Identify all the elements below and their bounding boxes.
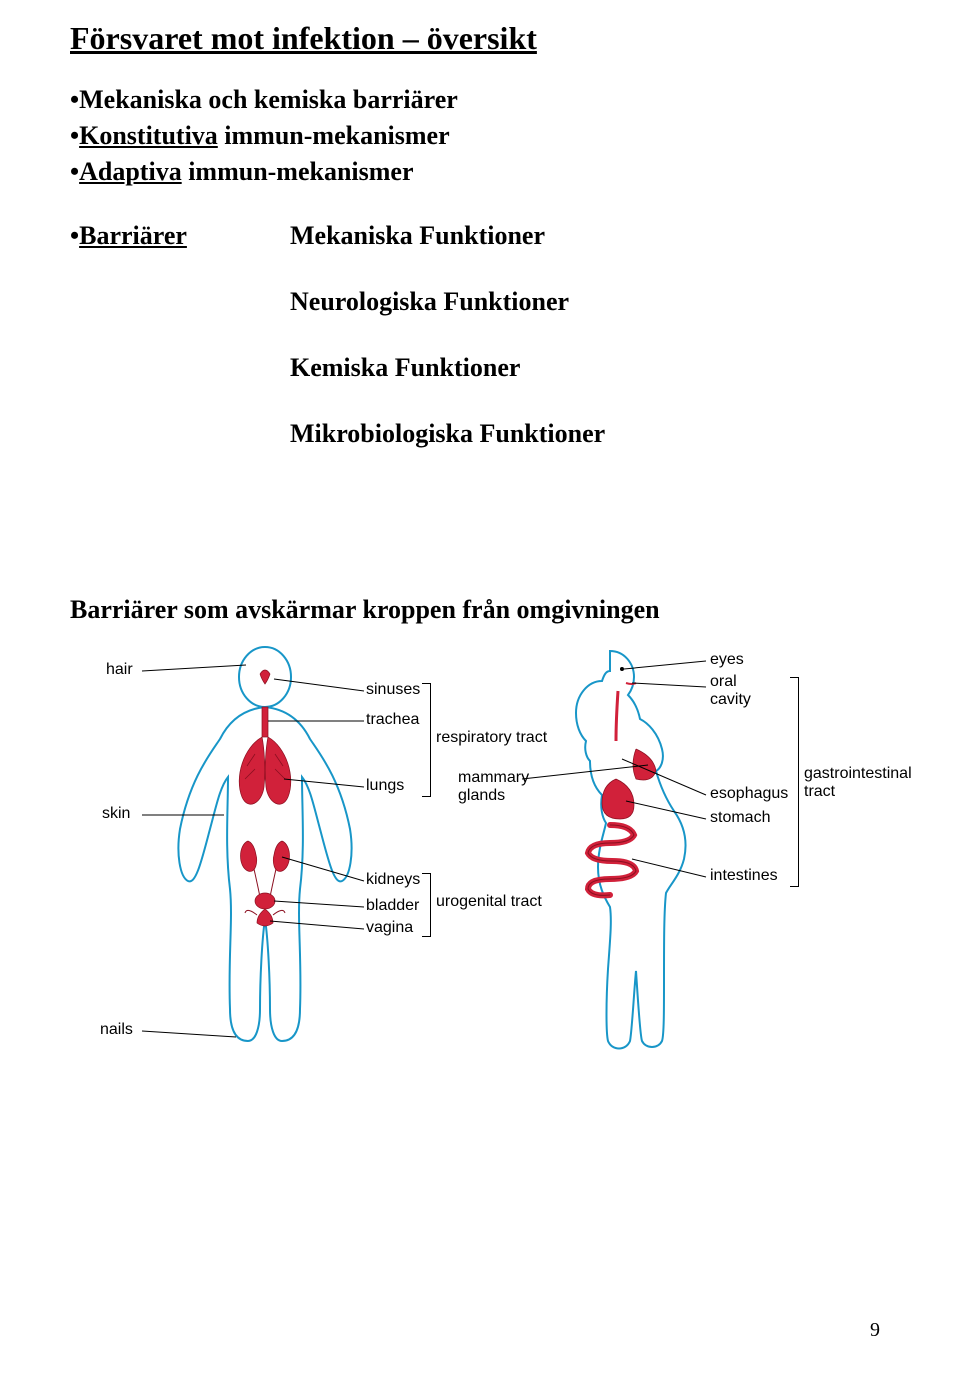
bullet-3: •Adaptiva immun-mekanismer xyxy=(70,157,890,187)
label-bladder: bladder xyxy=(366,897,419,915)
func-neurological: Neurologiska Funktioner xyxy=(290,287,605,317)
label-lungs: lungs xyxy=(366,777,404,795)
label-sinuses: sinuses xyxy=(366,681,420,699)
label-urogenital-tract: urogenital tract xyxy=(436,893,542,911)
bullet-2: •Konstitutiva immun-mekanismer xyxy=(70,121,890,151)
func-chemical: Kemiska Funktioner xyxy=(290,353,605,383)
label-mammary-glands: mammary glands xyxy=(458,769,538,806)
barrier-row: •Barriärer Mekaniska Funktioner Neurolog… xyxy=(70,221,890,485)
bullet-1: •Mekaniska och kemiska barriärer xyxy=(70,85,890,115)
func-microbiological: Mikrobiologiska Funktioner xyxy=(290,419,605,449)
bracket-respiratory xyxy=(422,683,431,797)
label-oral-cavity: oral cavity xyxy=(710,673,760,710)
bullet-2-under: Konstitutiva xyxy=(79,121,218,150)
label-stomach: stomach xyxy=(710,809,770,827)
label-nails: nails xyxy=(100,1021,133,1039)
label-respiratory-tract: respiratory tract xyxy=(436,729,547,747)
label-eyes: eyes xyxy=(710,651,744,669)
bullet-2-rest: immun-mekanismer xyxy=(218,121,450,150)
label-gi-tract: gastrointestinal tract xyxy=(804,765,924,802)
label-kidneys: kidneys xyxy=(366,871,420,889)
label-trachea: trachea xyxy=(366,711,419,729)
page-number: 9 xyxy=(870,1319,880,1342)
anatomy-diagram: hair skin nails sinuses trachea lungs ki… xyxy=(70,629,890,1064)
func-mechanical: Mekaniska Funktioner xyxy=(290,221,605,251)
barrier-label-text: Barriärer xyxy=(79,221,187,250)
barrier-label: •Barriärer xyxy=(70,221,290,485)
diagram-subheading: Barriärer som avskärmar kroppen från omg… xyxy=(70,595,890,625)
bracket-gi xyxy=(790,677,799,887)
right-body-outline xyxy=(576,651,686,1049)
left-body-outline xyxy=(178,647,351,1041)
bullet-3-under: Adaptiva xyxy=(79,157,182,186)
bullet-3-rest: immun-mekanismer xyxy=(182,157,414,186)
label-intestines: intestines xyxy=(710,867,778,885)
bullet-1-text: Mekaniska och kemiska barriärer xyxy=(79,85,458,114)
label-hair: hair xyxy=(106,661,133,679)
label-skin: skin xyxy=(102,805,130,823)
barrier-functions: Mekaniska Funktioner Neurologiska Funkti… xyxy=(290,221,605,485)
label-vagina: vagina xyxy=(366,919,413,937)
label-esophagus: esophagus xyxy=(710,785,788,803)
page-title: Försvaret mot infektion – översikt xyxy=(70,20,890,57)
bracket-urogenital xyxy=(422,873,431,937)
